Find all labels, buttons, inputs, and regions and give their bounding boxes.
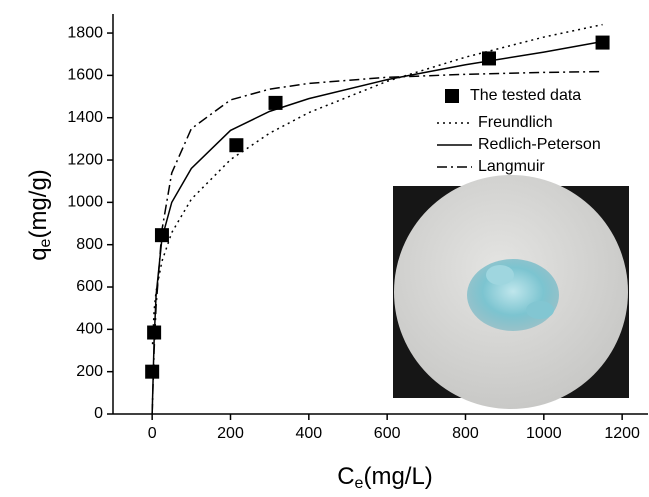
x-axis-label: Ce(mg/L) [337,463,433,492]
data-point [154,228,169,243]
data-point [595,35,610,50]
legend-label: Redlich-Peterson [478,136,601,153]
x-tick-label: 400 [295,425,322,442]
fit-curve [151,40,603,415]
y-axis-label: qe(mg/g) [25,169,54,261]
legend-label: The tested data [470,87,581,104]
x-label-unit: (mg/L) [363,463,432,490]
data-point [268,95,283,110]
data-point [145,364,160,379]
x-tick-label: 800 [452,425,479,442]
y-tick-label: 800 [76,236,103,253]
y-tick-label: 1800 [67,24,103,41]
y-label-sub: e [37,238,54,247]
x-tick-label: 0 [148,425,157,442]
legend-label: Langmuir [478,158,545,175]
y-tick-label: 1400 [67,109,103,126]
x-tick-label: 1200 [604,425,640,442]
x-label-main: C [337,463,354,490]
y-tick-label: 1600 [67,67,103,84]
data-point [229,138,244,153]
y-tick-label: 600 [76,278,103,295]
inset-photo [393,175,629,409]
legend-marker [445,89,459,103]
fit-curve [151,70,603,415]
y-tick-label: 200 [76,363,103,380]
x-label-sub: e [355,475,364,492]
x-tick-label: 600 [374,425,401,442]
y-tick-label: 1200 [67,151,103,168]
y-tick-label: 1000 [67,194,103,211]
legend-label: Freundlich [478,114,553,131]
y-tick-label: 400 [76,321,103,338]
data-point [481,51,496,66]
x-tick-label: 1000 [526,425,562,442]
y-label-main: q [25,247,52,260]
y-label-unit: (mg/g) [25,169,52,238]
y-tick-label: 0 [94,405,103,422]
x-tick-label: 200 [217,425,244,442]
